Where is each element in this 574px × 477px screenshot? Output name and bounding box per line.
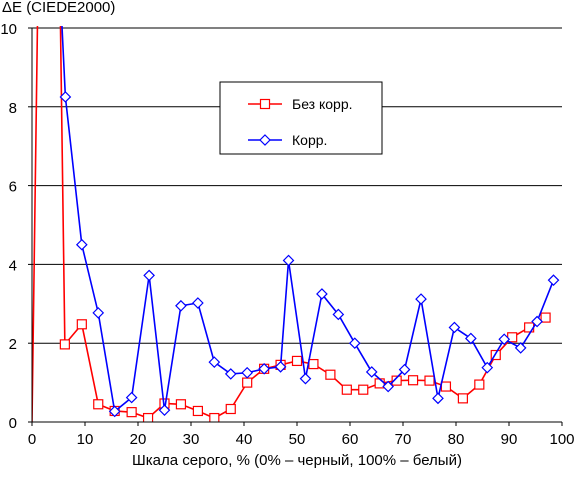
data-point [415,293,427,305]
data-point [224,368,237,380]
data-point [481,361,494,374]
y-tick-label: 4 [9,257,17,274]
data-point [143,269,155,282]
data-point [474,379,485,390]
data-point [125,391,138,404]
y-tick-label: 10 [0,21,17,38]
data-point [299,372,312,385]
data-point [59,339,70,350]
legend-marker [259,98,271,110]
data-point [175,299,187,312]
data-point [75,238,88,251]
y-axis-title: ΔE (CIEDE2000) [2,0,116,16]
data-point [547,274,560,287]
series-line [32,26,546,422]
x-tick-label: 60 [342,431,359,448]
data-point [448,321,461,334]
legend-marker [259,134,271,146]
data-point [424,375,435,386]
data-point [242,377,253,388]
x-tick-label: 0 [28,431,36,448]
data-point [225,403,236,415]
data-point [365,366,378,378]
legend-label: Корр. [292,132,327,148]
data-point [391,375,402,386]
series-layer [32,26,560,422]
y-tick-label: 6 [9,179,17,196]
legend: Без корр. Корр. [219,81,383,155]
legend-label: Без корр. [292,96,353,112]
data-point [440,381,452,392]
data-point [464,332,477,345]
data-point [398,363,411,376]
data-point [457,393,468,404]
data-point [158,404,171,417]
x-tick-label: 30 [183,431,200,448]
data-point [274,360,287,373]
data-point [108,405,121,418]
data-point [507,332,518,343]
y-tick-label: 0 [9,415,17,432]
data-point [382,380,395,393]
data-point [192,405,203,417]
data-point [291,355,303,367]
y-tick-label: 2 [9,336,17,353]
data-point [59,91,72,103]
data-point [540,312,551,323]
data-point [316,288,328,300]
data-point [93,399,104,410]
data-point [498,333,511,346]
data-point [358,384,369,395]
x-tick-label: 10 [77,431,94,448]
data-point [241,366,254,379]
data-point [209,412,220,422]
data-point [308,358,319,370]
series-corrected [59,26,560,418]
legend-box [219,81,383,155]
x-tick-label: 50 [289,431,306,448]
data-point [126,407,137,418]
data-point [332,308,345,321]
data-point [92,307,105,319]
x-tick-label: 20 [130,431,147,448]
data-point [531,315,543,328]
series-uncorrected [32,26,551,422]
data-point [258,362,270,375]
gridlines [32,27,562,344]
x-tick-label: 80 [448,431,465,448]
x-tick-label: 100 [549,431,574,448]
data-point [407,375,419,386]
data-point [208,356,221,368]
data-point [341,384,352,395]
data-point [432,392,444,405]
data-point [325,369,336,380]
y-tick-label: 8 [9,100,17,117]
data-point [348,337,361,350]
series-line [61,26,555,413]
data-point [142,412,154,422]
data-point [175,399,187,410]
x-tick-label: 90 [501,431,518,448]
x-tick-label: 70 [395,431,412,448]
data-point [192,297,204,309]
x-axis-title: Шкала серого, % (0% – черный, 100% – бел… [132,452,462,469]
data-point [490,349,501,361]
data-point [282,254,295,267]
data-point [514,342,527,354]
x-tick-label: 40 [236,431,253,448]
data-point [76,319,87,330]
